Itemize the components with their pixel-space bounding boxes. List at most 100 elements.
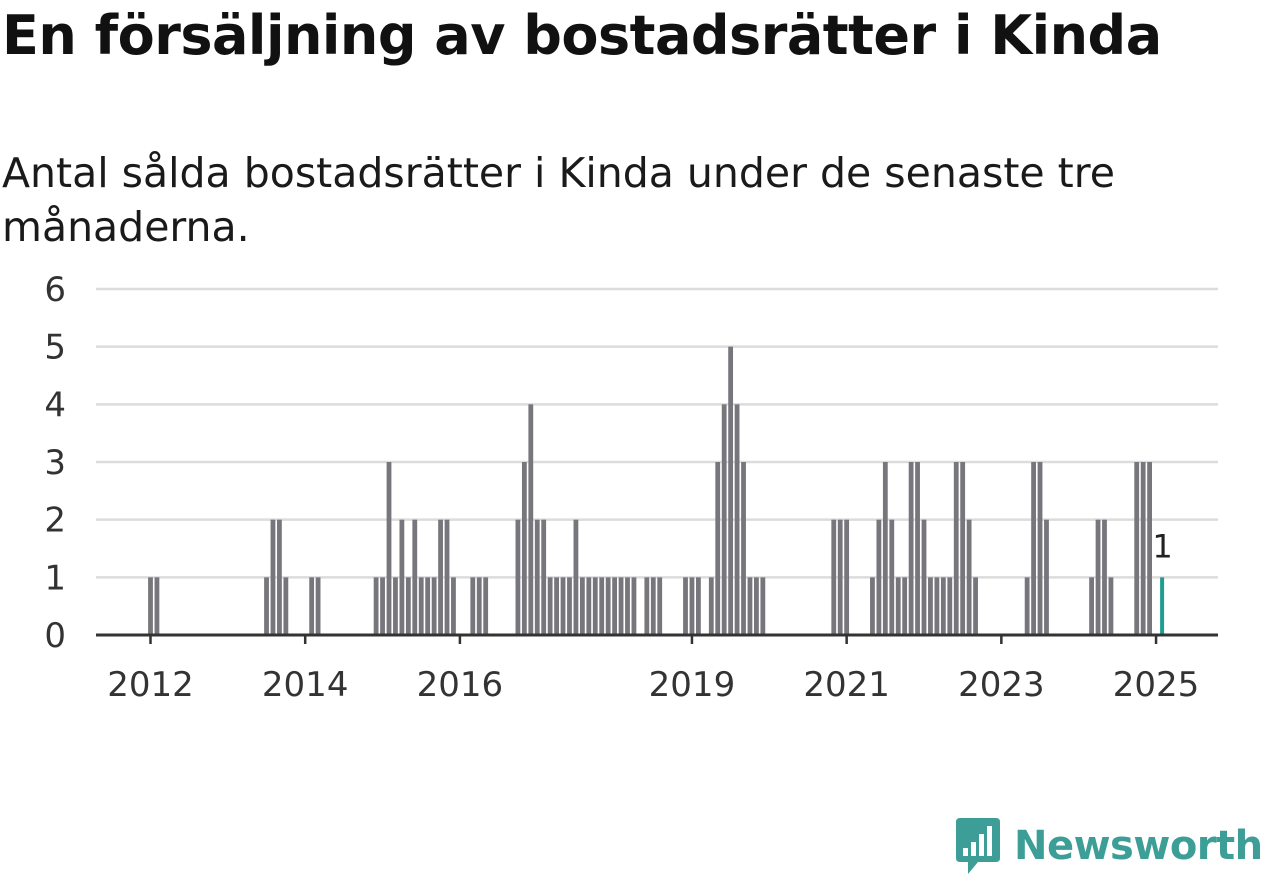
bar (908, 462, 914, 635)
bar (554, 577, 559, 635)
bar (412, 519, 418, 635)
bar (715, 462, 721, 635)
bar (386, 462, 392, 635)
bar (534, 519, 540, 635)
bar (837, 519, 843, 635)
y-tick-label: 2 (44, 501, 66, 541)
bar (1044, 519, 1049, 635)
bar (921, 519, 927, 635)
x-tick-label: 2019 (649, 665, 736, 705)
bar (612, 577, 618, 635)
bar (476, 577, 482, 635)
chart-subtitle: Antal sålda bostadsrätter i Kinda under … (2, 149, 1115, 251)
bar (683, 577, 688, 635)
bar (644, 577, 650, 635)
bar (940, 577, 946, 635)
bar (728, 346, 734, 635)
bar (567, 577, 572, 635)
x-tick-label: 2012 (107, 665, 194, 705)
x-tick-label: 2014 (262, 665, 349, 705)
y-tick-label: 5 (44, 328, 66, 368)
y-tick-label: 4 (44, 385, 66, 425)
y-tick-label: 0 (44, 616, 66, 656)
bar (444, 519, 450, 635)
bar (754, 577, 759, 635)
bar (721, 404, 727, 635)
bar-highlight (1160, 577, 1165, 635)
bar (734, 404, 740, 635)
bar (425, 577, 431, 635)
bar (560, 577, 566, 635)
bar (831, 519, 837, 635)
bar (876, 519, 882, 635)
bar (650, 577, 656, 635)
bar (1134, 462, 1140, 635)
bar (1089, 577, 1094, 635)
bar (953, 462, 959, 635)
bar (934, 577, 940, 635)
x-tick-label: 2023 (958, 665, 1045, 705)
bar (399, 519, 405, 635)
bar (844, 519, 850, 635)
bar (547, 577, 553, 635)
bar (870, 577, 875, 635)
bar (521, 462, 527, 635)
bar (657, 577, 663, 635)
bar (618, 577, 624, 635)
bar (1140, 462, 1146, 635)
bar (1031, 462, 1036, 635)
x-tick-label: 2025 (1113, 665, 1200, 705)
bar (1147, 462, 1153, 635)
bar (438, 519, 443, 635)
bar (277, 519, 282, 635)
data-labels: 1 (1149, 524, 1175, 568)
bar (889, 519, 895, 635)
bar (915, 462, 920, 635)
logo-text: Newsworthy (1014, 823, 1262, 869)
bar (270, 519, 276, 635)
bar (1095, 519, 1101, 635)
bar (309, 577, 315, 635)
chart-title: En försäljning av bostadsrätter i Kinda (2, 4, 1162, 67)
bar (631, 577, 637, 635)
bar (625, 577, 630, 635)
y-tick-label: 3 (44, 443, 66, 483)
bar (1102, 519, 1107, 635)
x-tick-label: 2016 (417, 665, 504, 705)
y-axis-ticks: 0 1 2 3 4 5 6 (44, 270, 66, 656)
x-tick-label: 2021 (803, 665, 890, 705)
y-tick-label: 1 (44, 558, 66, 598)
newsworthy-logo-icon (956, 818, 1000, 874)
bar (431, 577, 437, 635)
bar (928, 577, 933, 635)
bar (599, 577, 605, 635)
bar (315, 577, 321, 635)
bar (882, 462, 888, 635)
bar (573, 519, 579, 635)
bar (1037, 462, 1043, 635)
bar (708, 577, 714, 635)
bar (1024, 577, 1030, 635)
newsworthy-logo: Newsworthy (952, 816, 1262, 876)
bar (148, 577, 153, 635)
bars (148, 346, 1165, 635)
bar (380, 577, 385, 635)
bar (947, 577, 953, 635)
bar (760, 577, 766, 635)
bar (515, 519, 521, 635)
bar (418, 577, 424, 635)
bar (895, 577, 901, 635)
bar (960, 462, 966, 635)
bar (283, 577, 289, 635)
x-axis-ticks: 2012 2014 2016 2019 2021 2023 2025 (107, 635, 1199, 705)
bar (483, 577, 489, 635)
bar (528, 404, 534, 635)
bar (579, 577, 585, 635)
bar (973, 577, 978, 635)
bar (695, 577, 701, 635)
bar (154, 577, 160, 635)
bar (470, 577, 476, 635)
bar (689, 577, 695, 635)
bar (902, 577, 908, 635)
